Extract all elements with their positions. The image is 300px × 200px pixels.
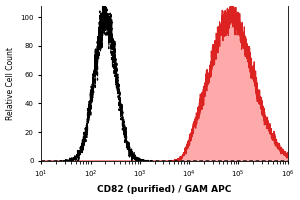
- X-axis label: CD82 (purified) / GAM APC: CD82 (purified) / GAM APC: [97, 185, 232, 194]
- Y-axis label: Relative Cell Count: Relative Cell Count: [6, 47, 15, 120]
